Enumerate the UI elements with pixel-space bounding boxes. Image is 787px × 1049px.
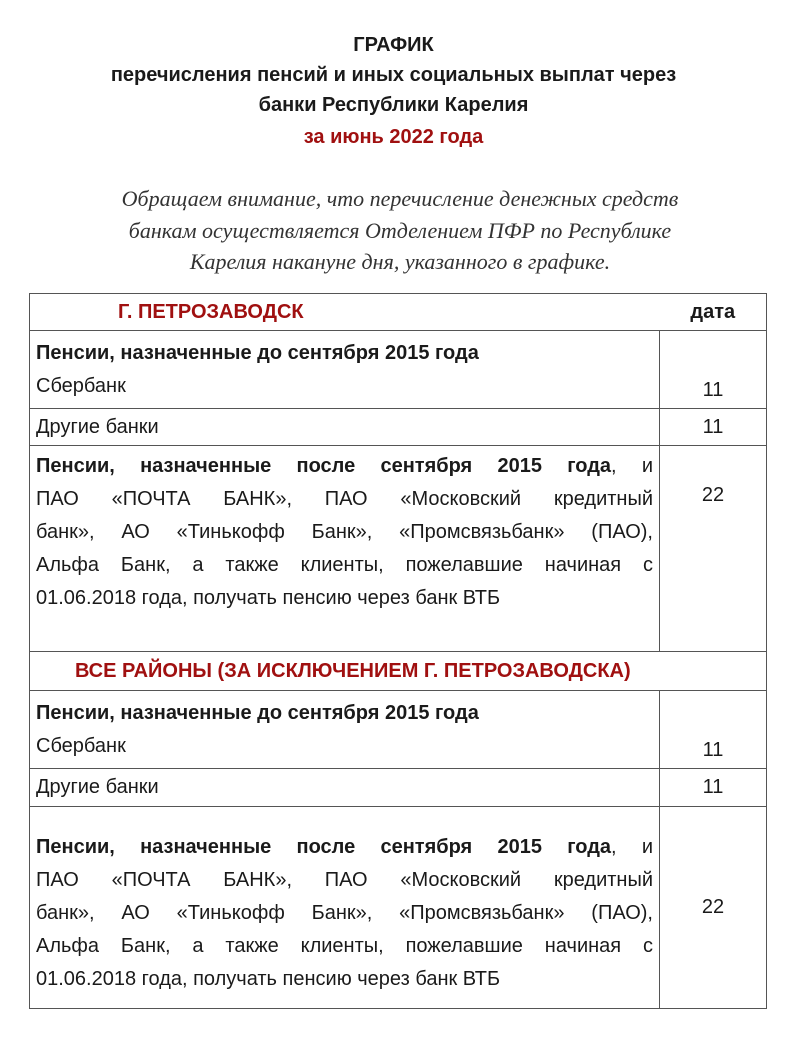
- text-line: Альфа Банк, а также клиенты, пожелавшие …: [36, 935, 653, 957]
- text-line: ПАО «ПОЧТА БАНК», ПАО «Московский кредит…: [36, 488, 653, 510]
- table-row: Другие банки 11: [29, 768, 767, 807]
- table-row: Другие банки 11: [29, 408, 767, 446]
- row-label: Пенсии, назначенные до сентября 2015 год…: [29, 330, 660, 409]
- text-line: 01.06.2018 года, получать пенсию через б…: [36, 587, 501, 609]
- intro-line: банкам осуществляется Отделением ПФР по …: [128, 217, 672, 243]
- date-header: дата: [659, 293, 767, 331]
- text-line: 01.06.2018 года, получать пенсию через б…: [36, 968, 501, 990]
- section-heading: ВСЕ РАЙОНЫ (ЗА ИСКЛЮЧЕНИЕМ Г. ПЕТРОЗАВОД…: [29, 651, 767, 691]
- doc-period: за июнь 2022 года: [303, 126, 484, 148]
- intro-line: Обращаем внимание, что перечисление дене…: [121, 186, 679, 211]
- date-cell: 11: [659, 690, 767, 769]
- date-cell: 22: [659, 806, 767, 1009]
- text: , и: [611, 455, 653, 477]
- section-header-row: ВСЕ РАЙОНЫ (ЗА ИСКЛЮЧЕНИЕМ Г. ПЕТРОЗАВОД…: [29, 651, 767, 691]
- table-row: Пенсии, назначенные до сентября 2015 год…: [29, 690, 767, 769]
- table-row: Пенсии, назначенные до сентября 2015 год…: [29, 330, 767, 409]
- text-line: ПАО «ПОЧТА БАНК», ПАО «Московский кредит…: [36, 869, 653, 891]
- bold-text: Пенсии, назначенные после сентября 2015 …: [36, 836, 612, 858]
- text-line: банк», АО «Тинькофф Банк», «Промсвязьбан…: [36, 902, 653, 924]
- bank-label: Сбербанк: [36, 735, 126, 757]
- table-row: Пенсии, назначенные после сентября 2015 …: [29, 806, 767, 1009]
- group-before-label: Пенсии, назначенные до сентября 2015 год…: [36, 702, 479, 724]
- date-cell: 11: [659, 768, 767, 807]
- section-header-row: Г. ПЕТРОЗАВОДСК дата: [29, 293, 767, 331]
- text-line: банк», АО «Тинькофф Банк», «Промсвязьбан…: [36, 521, 653, 543]
- table-row: Пенсии, назначенные после сентября 2015 …: [29, 445, 767, 652]
- bank-label: Другие банки: [29, 408, 660, 446]
- date-cell: 11: [659, 408, 767, 446]
- bank-label: Другие банки: [29, 768, 660, 807]
- date-cell: 22: [659, 445, 767, 652]
- text-line: Альфа Банк, а также клиенты, пожелавшие …: [36, 554, 653, 576]
- group-before-label: Пенсии, назначенные до сентября 2015 год…: [36, 342, 479, 364]
- bank-label: Сбербанк: [36, 375, 126, 397]
- doc-subtitle-line1: перечисления пенсий и иных социальных вы…: [110, 64, 677, 86]
- text-line: Пенсии, назначенные после сентября 2015 …: [36, 450, 653, 483]
- section-heading: Г. ПЕТРОЗАВОДСК: [29, 293, 660, 331]
- doc-subtitle-line2: банки Республики Карелия: [258, 94, 529, 116]
- bold-text: Пенсии, назначенные после сентября 2015 …: [36, 455, 612, 477]
- row-label: Пенсии, назначенные после сентября 2015 …: [29, 445, 660, 652]
- date-cell: 11: [659, 330, 767, 409]
- intro-note: Обращаем внимание, что перечисление дене…: [60, 183, 740, 278]
- text-line: Пенсии, назначенные после сентября 2015 …: [36, 831, 653, 864]
- row-label: Пенсии, назначенные после сентября 2015 …: [29, 806, 660, 1009]
- doc-title: ГРАФИК: [353, 34, 434, 56]
- text: , и: [611, 836, 653, 858]
- intro-line: Карелия накануне дня, указанного в графи…: [189, 249, 611, 274]
- schedule-table: Г. ПЕТРОЗАВОДСК дата Пенсии, назначенные…: [29, 293, 767, 1009]
- row-label: Пенсии, назначенные до сентября 2015 год…: [29, 690, 660, 769]
